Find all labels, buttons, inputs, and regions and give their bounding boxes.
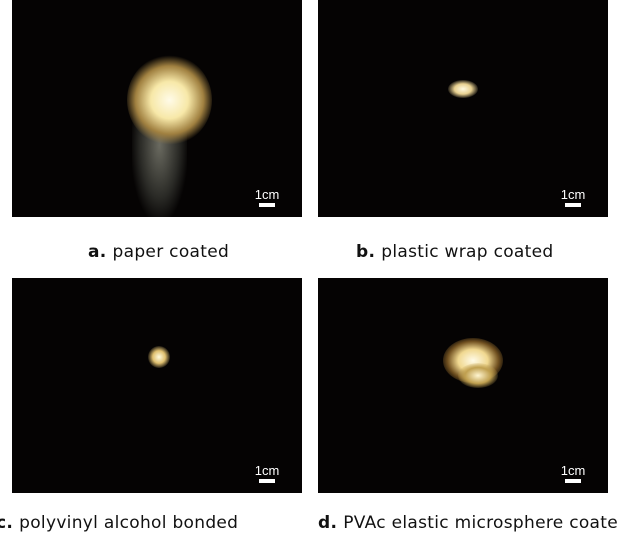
photo-c: 1cm (12, 278, 302, 493)
scale-label: 1cm (255, 463, 280, 478)
scale-bar: 1cm (252, 187, 282, 207)
flame (448, 80, 478, 98)
scale-bar: 1cm (558, 187, 588, 207)
photo-b: 1cm (318, 0, 608, 217)
caption: b. plastic wrap coated (356, 242, 553, 262)
figure: 1cm 1cm a. paper coated b. plastic wrap co… (0, 0, 619, 535)
caption-text: PVAc elastic microsphere coate (343, 513, 618, 533)
caption-text: plastic wrap coated (381, 242, 553, 262)
flame (458, 363, 498, 388)
caption: d. PVAc elastic microsphere coate (318, 513, 618, 533)
scale-label: 1cm (561, 187, 586, 202)
scale-label: 1cm (255, 187, 280, 202)
scale-label: 1cm (561, 463, 586, 478)
panel-label: d. (318, 513, 337, 533)
caption: c. polyvinyl alcohol bonded (0, 513, 238, 533)
photo-d: 1cm (318, 278, 608, 493)
flame (148, 346, 170, 368)
panel-label: c. (0, 513, 13, 533)
photo-a: 1cm (12, 0, 302, 217)
caption: a. paper coated (88, 242, 229, 262)
panel-label: a. (88, 242, 107, 262)
scale-bar: 1cm (252, 463, 282, 483)
caption-text: polyvinyl alcohol bonded (19, 513, 238, 533)
flame (127, 55, 212, 145)
scale-bar: 1cm (558, 463, 588, 483)
caption-text: paper coated (113, 242, 230, 262)
panel-label: b. (356, 242, 375, 262)
